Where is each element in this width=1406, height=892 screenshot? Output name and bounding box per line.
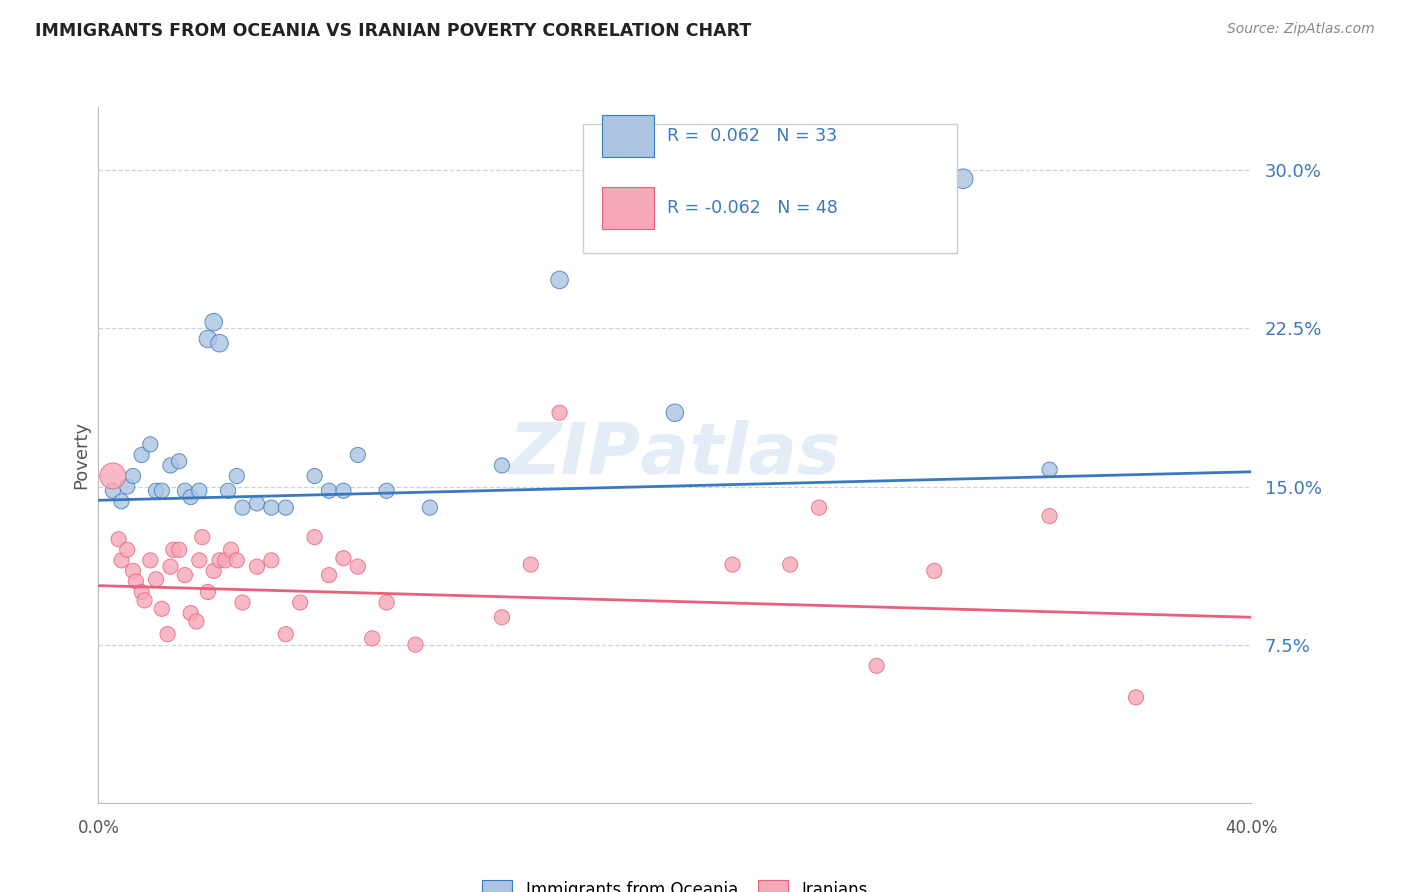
Point <box>375 483 398 498</box>
Point <box>304 530 326 544</box>
Point <box>491 610 513 624</box>
Point <box>197 585 219 599</box>
Point <box>721 558 744 572</box>
Point <box>217 483 239 498</box>
Point <box>159 458 181 473</box>
Point <box>107 533 129 547</box>
Bar <box>602 187 654 228</box>
Point <box>332 551 354 566</box>
Point <box>122 564 145 578</box>
Point <box>419 500 441 515</box>
Point <box>101 483 124 498</box>
Point <box>145 572 167 586</box>
Point <box>332 483 354 498</box>
Point <box>188 483 211 498</box>
Point <box>134 593 156 607</box>
Point <box>520 558 543 572</box>
Point <box>110 494 132 508</box>
Point <box>318 483 340 498</box>
Point <box>807 500 830 515</box>
Point <box>304 469 326 483</box>
Text: R = -0.062   N = 48: R = -0.062 N = 48 <box>666 199 838 217</box>
Point <box>117 542 139 557</box>
Point <box>145 483 167 498</box>
Point <box>174 483 197 498</box>
Point <box>274 627 297 641</box>
Text: IMMIGRANTS FROM OCEANIA VS IRANIAN POVERTY CORRELATION CHART: IMMIGRANTS FROM OCEANIA VS IRANIAN POVER… <box>35 22 751 40</box>
Point <box>274 500 297 515</box>
Point <box>491 458 513 473</box>
Point <box>202 315 225 329</box>
Point <box>346 448 368 462</box>
Point <box>125 574 148 589</box>
Point <box>191 530 214 544</box>
Point <box>246 559 269 574</box>
Point <box>117 479 139 493</box>
Point <box>208 553 231 567</box>
Point <box>101 469 124 483</box>
Point <box>139 553 162 567</box>
Point <box>225 469 247 483</box>
Point <box>214 553 236 567</box>
Point <box>122 469 145 483</box>
Point <box>548 273 571 287</box>
Point <box>186 615 208 629</box>
Point <box>318 568 340 582</box>
Point <box>1038 463 1062 477</box>
Point <box>131 448 153 462</box>
Point <box>246 496 269 510</box>
Legend: Immigrants from Oceania, Iranians: Immigrants from Oceania, Iranians <box>475 874 875 892</box>
Point <box>159 559 181 574</box>
Text: Source: ZipAtlas.com: Source: ZipAtlas.com <box>1227 22 1375 37</box>
Point <box>150 483 173 498</box>
Point <box>202 564 225 578</box>
Point <box>131 585 153 599</box>
Point <box>260 500 283 515</box>
Point <box>180 606 202 620</box>
Point <box>162 542 184 557</box>
Point <box>219 542 242 557</box>
Point <box>110 553 132 567</box>
Y-axis label: Poverty: Poverty <box>72 421 90 489</box>
Text: ZIP​atlas: ZIP​atlas <box>509 420 841 490</box>
Point <box>375 595 398 609</box>
Point <box>156 627 179 641</box>
Point <box>548 406 571 420</box>
Point <box>922 564 945 578</box>
Point <box>290 595 312 609</box>
Bar <box>602 115 654 157</box>
Point <box>779 558 801 572</box>
Point <box>1038 509 1062 524</box>
Point <box>405 638 427 652</box>
Point <box>1125 690 1147 705</box>
Point <box>139 437 162 451</box>
Point <box>150 602 173 616</box>
Point <box>361 632 384 646</box>
Point <box>866 658 889 673</box>
Point <box>197 332 219 346</box>
Point <box>167 542 190 557</box>
Point <box>174 568 197 582</box>
Point <box>260 553 283 567</box>
Point <box>208 336 231 351</box>
Point <box>180 490 202 504</box>
Point <box>346 559 368 574</box>
Point <box>952 171 974 186</box>
Point <box>231 595 254 609</box>
Point <box>664 406 686 420</box>
Point <box>167 454 190 468</box>
FancyBboxPatch shape <box>582 124 957 253</box>
Text: R =  0.062   N = 33: R = 0.062 N = 33 <box>666 128 837 145</box>
Point <box>225 553 247 567</box>
Point <box>231 500 254 515</box>
Point <box>188 553 211 567</box>
